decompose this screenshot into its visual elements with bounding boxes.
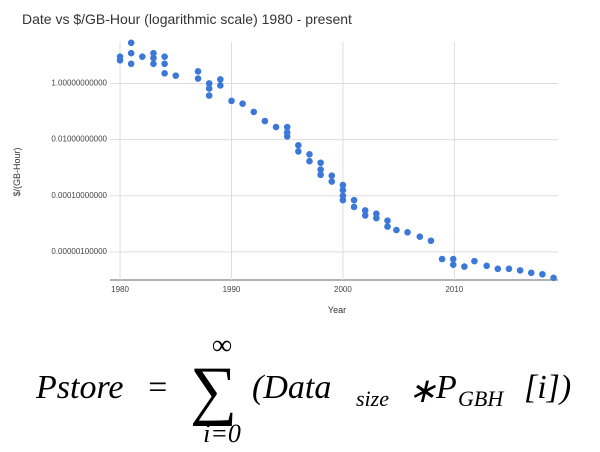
point bbox=[150, 54, 157, 62]
formula-price: P bbox=[435, 369, 457, 406]
y-tick-label: 0.01000000000 bbox=[51, 135, 107, 144]
point bbox=[161, 53, 168, 60]
y-tick-label: 0.00010000000 bbox=[51, 191, 107, 200]
x-tick-label: 1990 bbox=[223, 285, 241, 294]
x-tick-label: 1980 bbox=[111, 285, 129, 294]
point bbox=[505, 265, 513, 273]
y-tick-label: 0.00000100000 bbox=[51, 247, 107, 256]
point bbox=[317, 159, 324, 167]
point bbox=[427, 237, 435, 245]
formula-index: [i]) bbox=[524, 369, 571, 406]
point bbox=[272, 123, 280, 131]
point bbox=[172, 72, 180, 79]
point bbox=[250, 108, 258, 116]
point bbox=[317, 166, 324, 173]
point bbox=[393, 226, 400, 234]
y-tick-label: 1.00000000000 bbox=[51, 79, 107, 88]
point bbox=[339, 181, 347, 189]
x-tick-label: 2000 bbox=[334, 285, 352, 294]
point bbox=[161, 60, 168, 68]
point bbox=[116, 56, 124, 64]
point bbox=[306, 151, 313, 158]
point bbox=[494, 265, 502, 273]
point bbox=[539, 270, 546, 278]
point bbox=[550, 274, 557, 282]
point bbox=[373, 214, 380, 222]
point bbox=[295, 148, 302, 155]
point bbox=[449, 255, 457, 263]
point bbox=[384, 217, 391, 224]
point bbox=[161, 70, 168, 77]
point bbox=[317, 171, 324, 179]
point bbox=[527, 269, 535, 277]
point bbox=[239, 100, 246, 108]
point bbox=[361, 207, 369, 214]
point bbox=[283, 123, 291, 131]
formula-equals: = bbox=[146, 369, 169, 406]
point bbox=[350, 196, 358, 204]
formula-times: ∗ bbox=[408, 373, 437, 410]
point bbox=[205, 80, 213, 87]
point bbox=[150, 60, 157, 68]
chart-title: Date vs $/GB-Hour (logarithmic scale) 19… bbox=[22, 11, 352, 27]
point bbox=[350, 203, 358, 211]
point bbox=[328, 172, 336, 179]
formula-body: (Data bbox=[252, 369, 331, 406]
formula-lhs: Pstore bbox=[35, 369, 124, 406]
point bbox=[127, 60, 135, 68]
point bbox=[306, 157, 313, 165]
point bbox=[339, 186, 347, 194]
point bbox=[461, 263, 468, 270]
point bbox=[217, 82, 224, 89]
point bbox=[384, 223, 391, 230]
x-axis-label: Year bbox=[328, 305, 346, 315]
point bbox=[150, 49, 157, 57]
formula-lower: i=0 bbox=[203, 419, 241, 448]
point bbox=[228, 97, 235, 105]
formula-sum: ∑ bbox=[190, 354, 237, 427]
point bbox=[416, 233, 424, 240]
point bbox=[261, 117, 269, 125]
point bbox=[205, 92, 213, 99]
point bbox=[339, 196, 347, 204]
point bbox=[471, 257, 478, 265]
point bbox=[328, 178, 336, 185]
point bbox=[205, 85, 213, 92]
point bbox=[438, 255, 446, 263]
point bbox=[404, 229, 411, 236]
point bbox=[139, 53, 146, 60]
point bbox=[283, 133, 291, 140]
point bbox=[361, 212, 369, 219]
formula-price-subscript: GBH bbox=[458, 386, 504, 411]
formula-subscript: size bbox=[356, 386, 389, 411]
point bbox=[194, 75, 202, 82]
point bbox=[217, 76, 224, 83]
point bbox=[194, 68, 202, 75]
point bbox=[483, 262, 490, 270]
x-tick-label: 2010 bbox=[445, 285, 463, 294]
point bbox=[127, 39, 135, 47]
point bbox=[449, 261, 457, 269]
formula-upper: ∞ bbox=[212, 330, 232, 361]
y-axis-label: $/(GB-Hour) bbox=[12, 147, 22, 196]
point bbox=[516, 267, 524, 274]
point bbox=[127, 49, 135, 57]
point bbox=[295, 141, 302, 149]
